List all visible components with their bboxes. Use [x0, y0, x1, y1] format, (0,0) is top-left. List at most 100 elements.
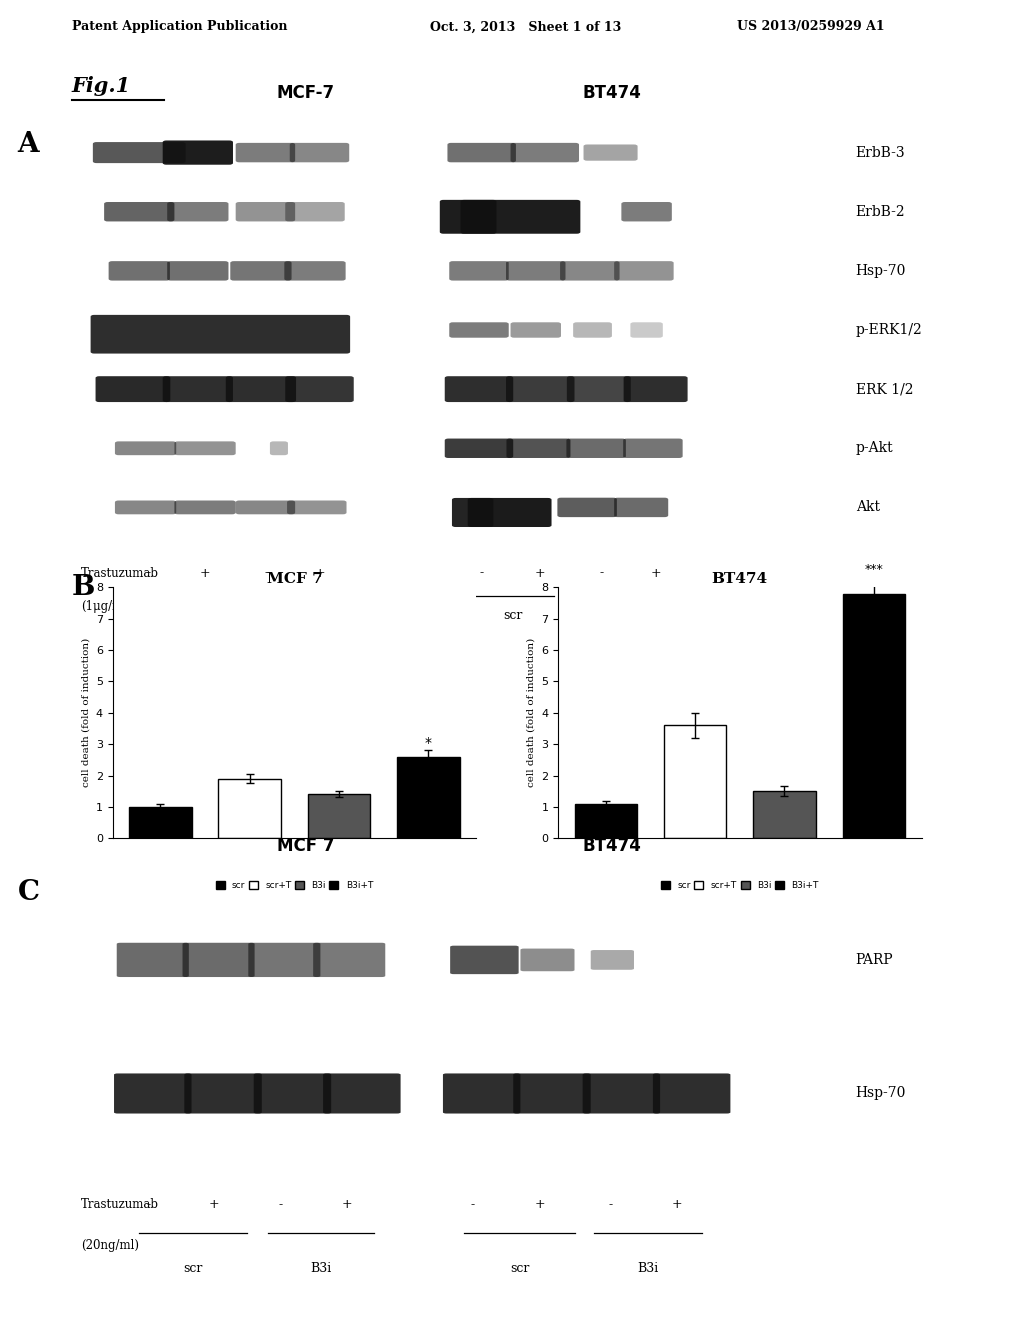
Bar: [843, 594, 905, 838]
Text: B3i: B3i: [638, 1262, 659, 1275]
FancyBboxPatch shape: [313, 942, 385, 977]
Bar: [397, 756, 460, 838]
Text: B3i: B3i: [617, 609, 639, 622]
Text: -: -: [264, 566, 268, 579]
FancyBboxPatch shape: [287, 500, 346, 515]
FancyBboxPatch shape: [450, 322, 509, 338]
Text: scr: scr: [183, 1262, 203, 1275]
Text: PARP: PARP: [856, 953, 893, 968]
FancyBboxPatch shape: [451, 945, 518, 974]
Text: ErbB-2: ErbB-2: [856, 205, 905, 219]
Text: +: +: [200, 566, 210, 579]
FancyBboxPatch shape: [230, 261, 292, 281]
FancyBboxPatch shape: [614, 498, 669, 517]
Text: +: +: [209, 1199, 219, 1210]
Text: C: C: [17, 879, 40, 906]
FancyBboxPatch shape: [511, 143, 579, 162]
Text: scr: scr: [168, 609, 187, 622]
FancyBboxPatch shape: [624, 376, 687, 403]
FancyBboxPatch shape: [624, 438, 683, 458]
Text: Trastuzumab: Trastuzumab: [81, 566, 159, 579]
Text: Patent Application Publication: Patent Application Publication: [72, 20, 287, 33]
FancyBboxPatch shape: [104, 202, 174, 222]
Text: A: A: [17, 132, 39, 158]
FancyBboxPatch shape: [174, 441, 236, 455]
Text: -: -: [471, 1199, 475, 1210]
FancyBboxPatch shape: [567, 376, 631, 403]
FancyBboxPatch shape: [513, 1073, 591, 1114]
FancyBboxPatch shape: [614, 261, 674, 281]
FancyBboxPatch shape: [557, 498, 616, 517]
FancyBboxPatch shape: [163, 376, 233, 403]
Text: ***: ***: [864, 564, 883, 577]
Text: Fig.1: Fig.1: [72, 77, 131, 96]
FancyBboxPatch shape: [115, 500, 176, 515]
FancyBboxPatch shape: [184, 1073, 262, 1114]
Text: p-ERK1/2: p-ERK1/2: [856, 323, 923, 337]
Text: scr: scr: [504, 609, 523, 622]
Text: -: -: [608, 1199, 612, 1210]
Text: -: -: [146, 566, 151, 579]
FancyBboxPatch shape: [167, 202, 228, 222]
FancyBboxPatch shape: [286, 376, 353, 403]
FancyBboxPatch shape: [90, 315, 350, 354]
Text: ERK 1/2: ERK 1/2: [856, 381, 913, 396]
FancyBboxPatch shape: [324, 1073, 400, 1114]
Text: -: -: [479, 566, 483, 579]
Text: ErbB-3: ErbB-3: [856, 145, 905, 160]
FancyBboxPatch shape: [117, 942, 188, 977]
FancyBboxPatch shape: [443, 1073, 520, 1114]
Text: +: +: [672, 1199, 683, 1210]
FancyBboxPatch shape: [236, 500, 295, 515]
FancyBboxPatch shape: [461, 199, 581, 234]
FancyBboxPatch shape: [506, 261, 565, 281]
Text: Hsp-70: Hsp-70: [856, 1086, 906, 1101]
FancyBboxPatch shape: [507, 438, 570, 458]
FancyBboxPatch shape: [236, 143, 295, 162]
Bar: [754, 791, 816, 838]
FancyBboxPatch shape: [511, 322, 561, 338]
Text: +: +: [535, 1199, 546, 1210]
Text: Hsp-70: Hsp-70: [856, 264, 906, 279]
FancyBboxPatch shape: [286, 202, 345, 222]
Text: p-Akt: p-Akt: [856, 441, 893, 455]
Text: (20ng/ml): (20ng/ml): [81, 1238, 138, 1251]
FancyBboxPatch shape: [450, 261, 509, 281]
FancyBboxPatch shape: [163, 140, 233, 165]
FancyBboxPatch shape: [506, 376, 574, 403]
FancyBboxPatch shape: [182, 942, 255, 977]
FancyBboxPatch shape: [95, 376, 170, 403]
Text: Oct. 3, 2013   Sheet 1 of 13: Oct. 3, 2013 Sheet 1 of 13: [430, 20, 622, 33]
FancyBboxPatch shape: [115, 441, 176, 455]
Text: -: -: [146, 1199, 151, 1210]
Text: Akt: Akt: [856, 500, 880, 515]
FancyBboxPatch shape: [93, 143, 185, 164]
Bar: [664, 726, 726, 838]
FancyBboxPatch shape: [468, 498, 552, 527]
FancyBboxPatch shape: [444, 438, 513, 458]
Legend: scr, scr+T, B3i, B3i+T: scr, scr+T, B3i, B3i+T: [212, 878, 377, 894]
Text: MCF 7: MCF 7: [278, 837, 335, 855]
Text: (1μg/ml): (1μg/ml): [81, 601, 131, 614]
FancyBboxPatch shape: [631, 322, 663, 338]
Title: MCF 7: MCF 7: [266, 573, 323, 586]
Text: B: B: [72, 574, 95, 601]
Text: Trastuzumab: Trastuzumab: [81, 1199, 159, 1210]
Text: -: -: [279, 1199, 283, 1210]
Text: US 2013/0259929 A1: US 2013/0259929 A1: [737, 20, 885, 33]
Bar: [129, 807, 191, 838]
FancyBboxPatch shape: [573, 322, 612, 338]
FancyBboxPatch shape: [174, 500, 236, 515]
FancyBboxPatch shape: [591, 950, 634, 970]
FancyBboxPatch shape: [439, 199, 497, 234]
Bar: [218, 779, 281, 838]
Text: B3i: B3i: [310, 1262, 332, 1275]
FancyBboxPatch shape: [653, 1073, 730, 1114]
Bar: [574, 804, 637, 838]
Bar: [308, 795, 371, 838]
Title: BT474: BT474: [712, 573, 768, 586]
FancyBboxPatch shape: [167, 261, 228, 281]
Text: +: +: [314, 566, 325, 579]
FancyBboxPatch shape: [225, 376, 296, 403]
FancyBboxPatch shape: [447, 143, 516, 162]
